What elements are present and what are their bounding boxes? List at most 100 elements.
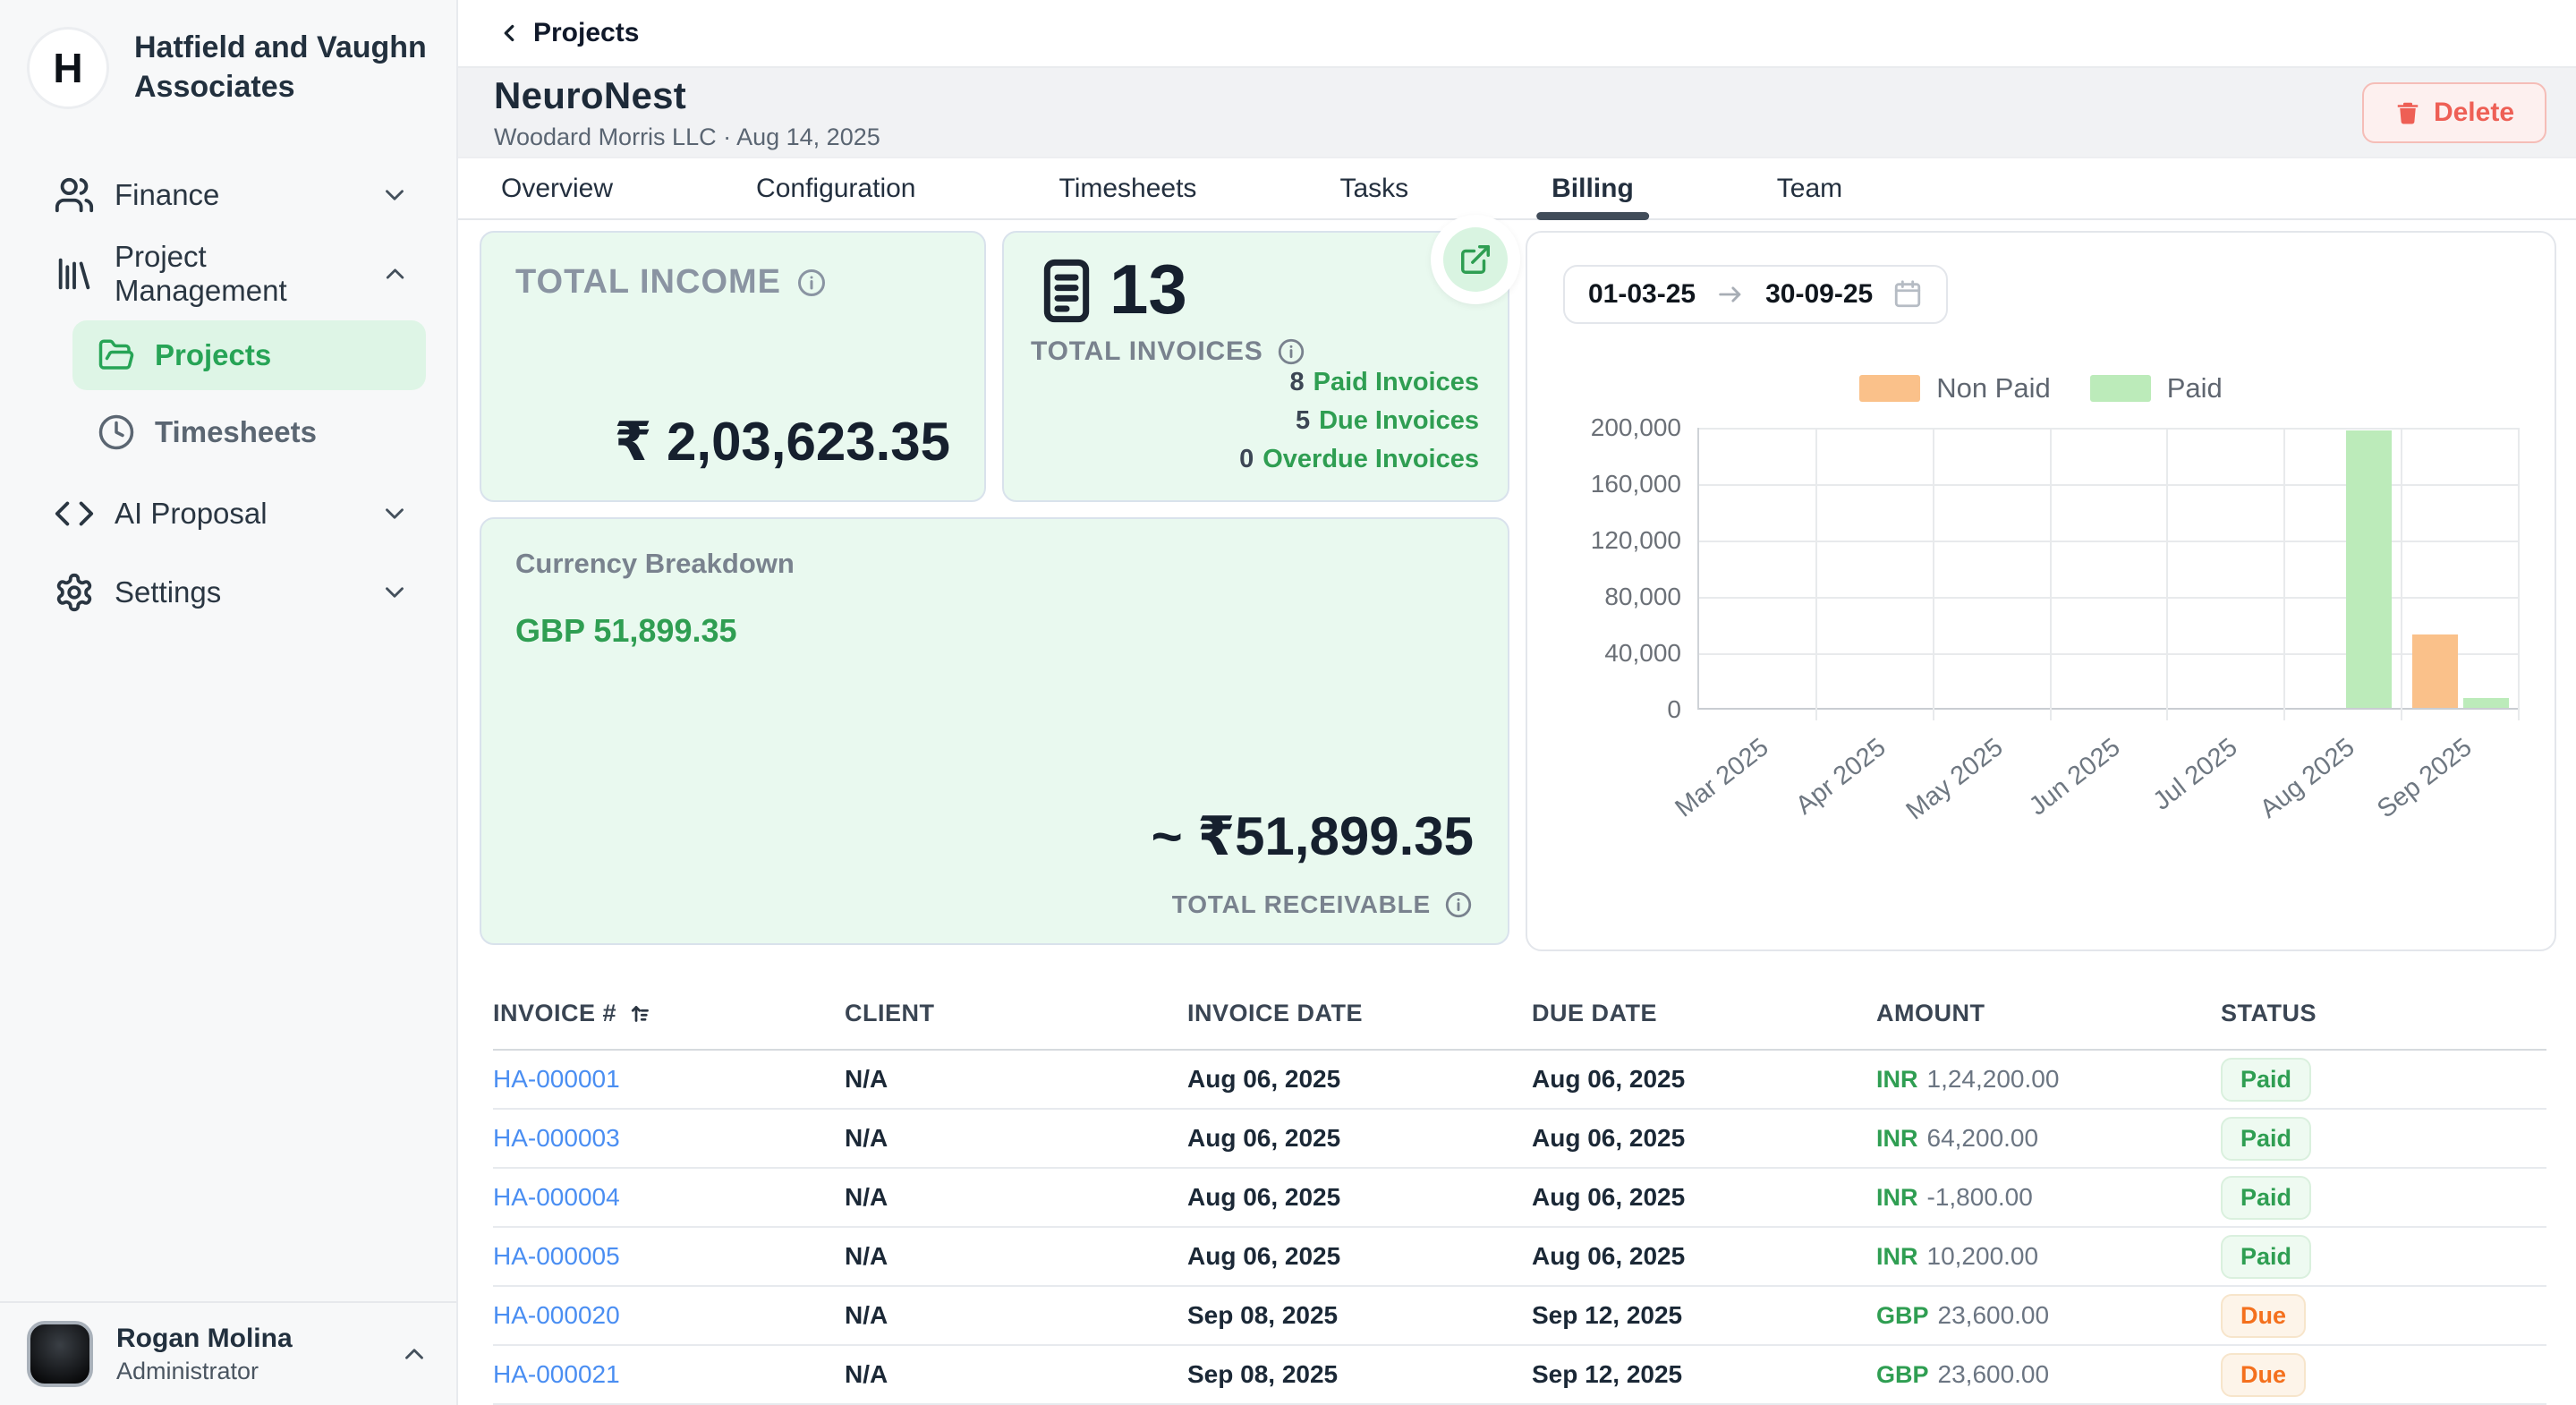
sort-ascending-icon <box>631 1005 649 1022</box>
sidebar-item-projects[interactable]: Projects <box>72 320 426 390</box>
due-date-cell: Aug 06, 2025 <box>1532 1124 1686 1153</box>
breadcrumb[interactable]: Projects <box>458 0 2576 66</box>
legend-swatch-non-paid <box>1859 375 1921 403</box>
paid-bar-Aug 2025 <box>2345 430 2392 709</box>
table-row: HA-000005 N/A Aug 06, 2025 Aug 06, 2025 … <box>493 1228 2546 1288</box>
legend-label-paid: Paid <box>2166 372 2223 404</box>
overdue-invoices-text: Overdue Invoices <box>1262 445 1479 474</box>
tab-configuration[interactable]: Configuration <box>756 173 916 203</box>
currency-gbp-amount: GBP 51,899.35 <box>515 612 737 650</box>
code-icon <box>55 501 94 526</box>
tab-timesheets[interactable]: Timesheets <box>1058 173 1197 203</box>
info-icon[interactable] <box>1276 336 1306 367</box>
table-row: HA-000004 N/A Aug 06, 2025 Aug 06, 2025 … <box>493 1169 2546 1229</box>
chevron-up-icon <box>405 1349 423 1359</box>
status-badge: Paid <box>2221 1057 2312 1102</box>
column-header-due-date: DUE DATE <box>1532 1000 1658 1027</box>
sidebar-nav: Finance Project Management Projects Time… <box>0 122 456 1301</box>
calendar-icon <box>1895 280 1921 308</box>
status-badge: Paid <box>2221 1116 2312 1161</box>
total-invoices-label-row: TOTAL INVOICES <box>1031 336 1481 367</box>
amount-cell: GBP 23,600.00 <box>1876 1360 2050 1389</box>
due-date-cell: Aug 06, 2025 <box>1532 1065 1686 1094</box>
external-link-icon <box>1461 245 1490 275</box>
column-header-invoice[interactable]: INVOICE # <box>493 1000 845 1027</box>
page-title: NeuroNest <box>494 73 687 116</box>
y-tick-label: 80,000 <box>1604 583 1681 611</box>
chevron-down-icon <box>386 587 404 598</box>
total-invoices-card: 13 TOTAL INVOICES 8 Paid Invoices 5 Due In… <box>1002 215 1520 503</box>
invoice-link[interactable]: HA-000020 <box>493 1301 620 1330</box>
invoice-icon <box>1043 259 1090 323</box>
status-badge: Due <box>2221 1293 2307 1338</box>
client-cell: N/A <box>845 1242 888 1271</box>
delete-button-label: Delete <box>2433 97 2514 127</box>
invoice-link[interactable]: HA-000005 <box>493 1242 620 1271</box>
due-date-cell: Aug 06, 2025 <box>1532 1242 1686 1271</box>
sidebar-item-finance[interactable]: Finance <box>23 156 433 234</box>
chevron-down-icon <box>386 508 404 519</box>
due-invoices-line: 5 Due Invoices <box>1239 402 1479 440</box>
currency-breakdown-title: Currency Breakdown <box>515 548 795 580</box>
sidebar: H Hatfield and Vaughn Associates Finance… <box>0 0 458 1405</box>
invoice-date-cell: Aug 06, 2025 <box>1187 1242 1341 1271</box>
total-income-card: TOTAL INCOME ₹ 2,03,623.35 <box>480 231 986 503</box>
amount-cell: INR 64,200.00 <box>1876 1124 2039 1153</box>
folder-open-icon <box>98 339 134 370</box>
column-header-status: STATUS <box>2221 1000 2317 1027</box>
x-tick-label: Jul 2025 <box>2147 733 2243 816</box>
tab-tasks[interactable]: Tasks <box>1339 173 1409 203</box>
invoice-link[interactable]: HA-000003 <box>493 1124 620 1153</box>
invoice-link[interactable]: HA-000021 <box>493 1360 620 1389</box>
delete-button[interactable]: Delete <box>2361 81 2546 143</box>
open-invoices-button[interactable] <box>1431 215 1520 305</box>
org-logo: H <box>27 27 109 109</box>
client-cell: N/A <box>845 1124 888 1153</box>
x-tick-label: May 2025 <box>1900 733 2009 826</box>
status-badge: Paid <box>2221 1175 2312 1220</box>
due-date-cell: Sep 12, 2025 <box>1532 1301 1683 1330</box>
y-tick-label: 40,000 <box>1604 639 1681 668</box>
status-badge: Due <box>2221 1352 2307 1397</box>
breadcrumb-label: Projects <box>533 18 640 48</box>
invoice-date-cell: Aug 06, 2025 <box>1187 1124 1341 1153</box>
total-income-label-row: TOTAL INCOME <box>515 263 950 302</box>
sidebar-item-settings[interactable]: Settings <box>23 553 433 632</box>
table-row: HA-000001 N/A Aug 06, 2025 Aug 06, 2025 … <box>493 1051 2546 1111</box>
bar-chart: 0 40,000 80,000 120,000 160,000 200,000 <box>1563 413 2520 723</box>
total-income-amount: ₹ 2,03,623.35 <box>614 412 950 473</box>
column-header-amount: AMOUNT <box>1876 1000 1985 1027</box>
status-badge: Paid <box>2221 1234 2312 1279</box>
total-invoices-label: TOTAL INVOICES <box>1031 336 1263 367</box>
tab-billing[interactable]: Billing <box>1552 158 1634 218</box>
users-icon <box>55 177 94 213</box>
invoice-date-cell: Sep 08, 2025 <box>1187 1301 1339 1330</box>
info-icon[interactable] <box>795 267 828 299</box>
legend-swatch-paid <box>2089 375 2151 403</box>
user-menu[interactable]: Rogan Molina Administrator <box>0 1301 456 1405</box>
date-range-picker[interactable]: 01-03-25 30-09-25 <box>1563 265 1949 325</box>
due-date-cell: Aug 06, 2025 <box>1532 1183 1686 1212</box>
sidebar-item-ai-proposal[interactable]: AI Proposal <box>23 474 433 553</box>
sidebar-item-label: Projects <box>155 338 272 371</box>
user-info: Rogan Molina Administrator <box>116 1324 293 1385</box>
invoice-link[interactable]: HA-000004 <box>493 1183 620 1212</box>
chart-yaxis: 0 40,000 80,000 120,000 160,000 200,000 <box>1563 413 1697 723</box>
info-icon[interactable] <box>1443 890 1474 920</box>
sidebar-item-timesheets[interactable]: Timesheets <box>72 397 426 467</box>
tab-team[interactable]: Team <box>1776 173 1843 203</box>
paid-bar-Sep 2025 <box>2462 698 2509 709</box>
tab-overview[interactable]: Overview <box>501 173 614 203</box>
project-meta: Woodard Morris LLC · Aug 14, 2025 <box>494 123 880 150</box>
sidebar-item-project-management[interactable]: Project Management <box>23 234 433 313</box>
legend-item-non-paid: Non Paid <box>1859 372 2051 404</box>
table-header: INVOICE # CLIENT INVOICE DATE DUE DATE A… <box>493 1000 2546 1052</box>
gear-icon <box>56 573 92 612</box>
x-tick-label: Jun 2025 <box>2023 733 2126 822</box>
currency-breakdown-card: Currency Breakdown GBP 51,899.35 ~ ₹51,8… <box>480 517 1509 946</box>
clock-icon <box>98 414 134 450</box>
total-receivable-label-row: TOTAL RECEIVABLE <box>1172 890 1474 920</box>
invoice-link[interactable]: HA-000001 <box>493 1065 620 1094</box>
y-tick-label: 120,000 <box>1590 526 1681 555</box>
paid-invoices-text: Paid Invoices <box>1313 368 1479 397</box>
